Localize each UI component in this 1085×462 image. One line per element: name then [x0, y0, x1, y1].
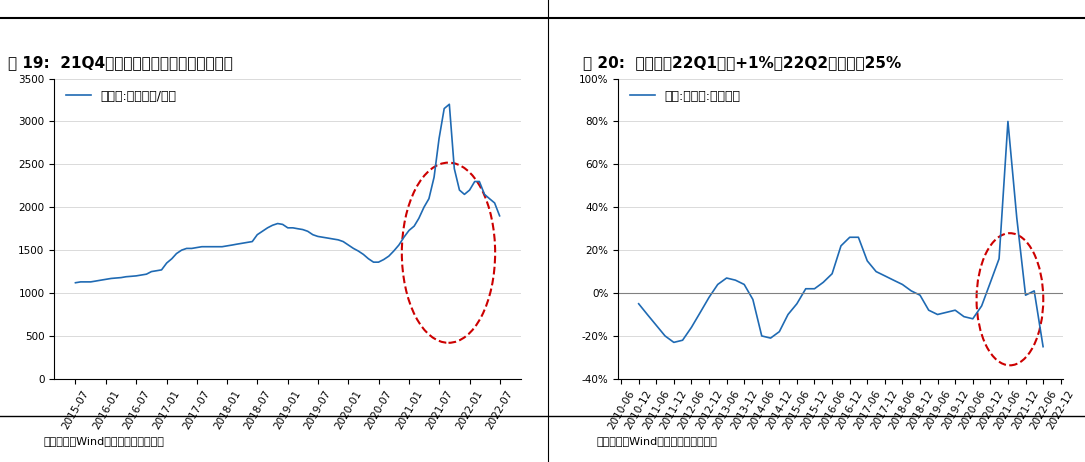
Legend: 市场价:玻璃（元/吨）: 市场价:玻璃（元/吨）: [61, 85, 181, 108]
Text: 数据来源：Wind、国泰君安证券研究: 数据来源：Wind、国泰君安证券研究: [597, 436, 717, 445]
Text: 数据来源：Wind、国泰君安证券研究: 数据来源：Wind、国泰君安证券研究: [43, 436, 164, 445]
Text: 图 20:  玻璃价格22Q1同比+1%，22Q2同比下降25%: 图 20: 玻璃价格22Q1同比+1%，22Q2同比下降25%: [583, 55, 902, 70]
Text: 图 19:  21Q4以来玻璃市场价总体呈回落态势: 图 19: 21Q4以来玻璃市场价总体呈回落态势: [8, 55, 232, 70]
Legend: 玻璃:市场价:单季同比: 玻璃:市场价:单季同比: [625, 85, 745, 108]
